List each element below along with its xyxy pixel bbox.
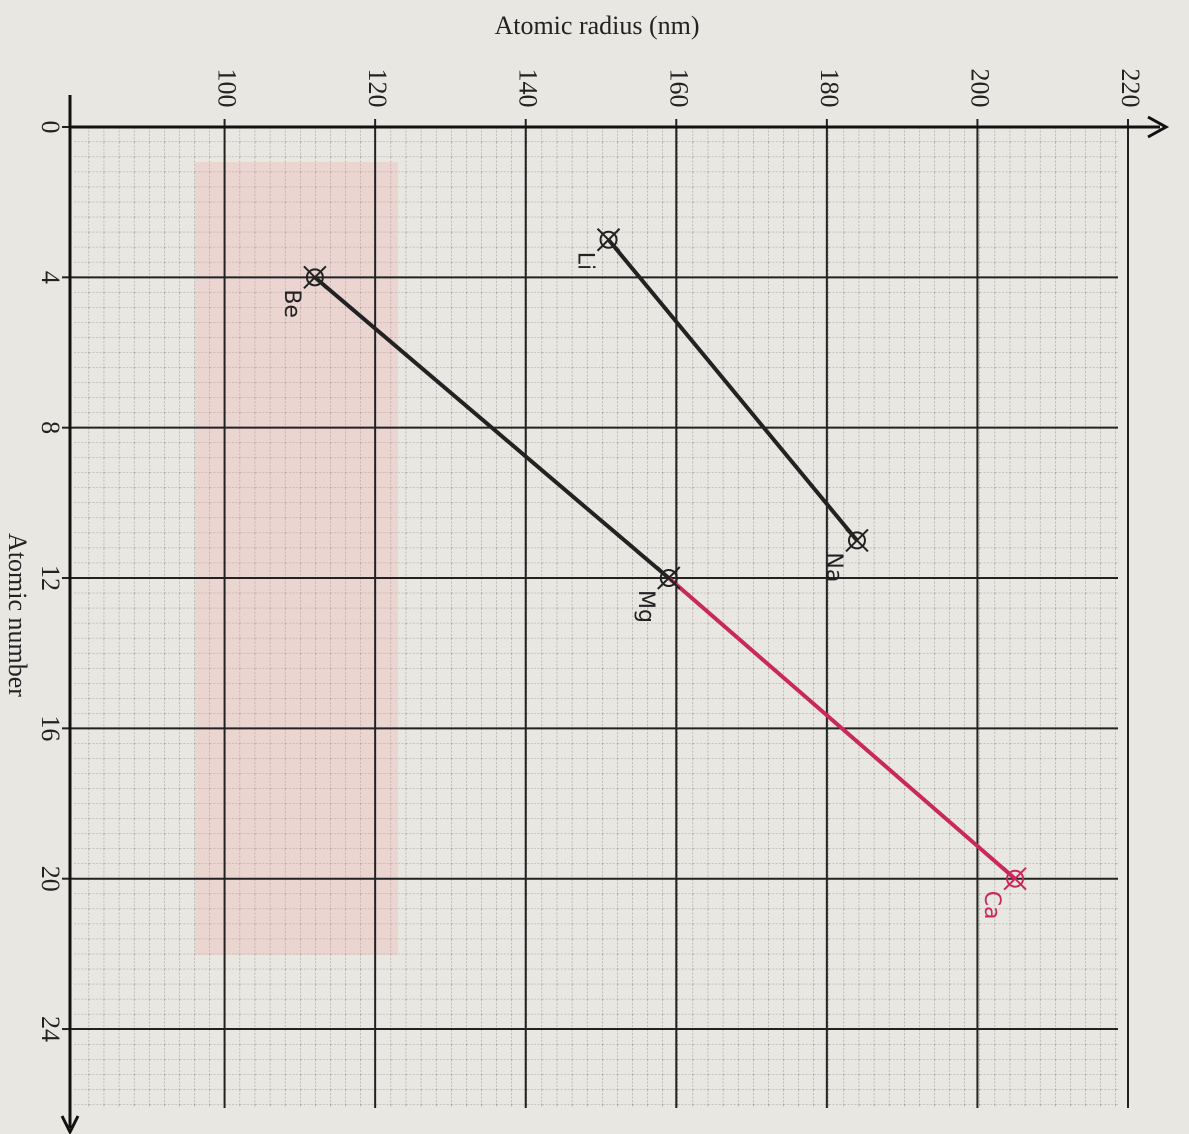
y-tick-label: 140 bbox=[514, 69, 543, 108]
chart: Atomic radius (nm) Atomic number 1001201… bbox=[0, 0, 1189, 1134]
y-tick-label: 220 bbox=[1116, 69, 1145, 108]
point-label: Ca bbox=[979, 891, 1004, 920]
x-tick-label: 20 bbox=[36, 866, 65, 892]
x-tick-label: 8 bbox=[36, 421, 65, 434]
point-label: Mg bbox=[633, 590, 658, 623]
y-tick-label: 100 bbox=[213, 69, 242, 108]
x-tick-label: 4 bbox=[36, 271, 65, 284]
x-tick-label: 0 bbox=[36, 121, 65, 134]
y-tick-label: 200 bbox=[965, 69, 994, 108]
point-label: Li bbox=[573, 252, 598, 270]
y-axis-title: Atomic radius (nm) bbox=[494, 11, 699, 40]
point-label: Na bbox=[821, 552, 846, 582]
x-tick-label: 24 bbox=[36, 1016, 65, 1042]
y-tick-label: 120 bbox=[363, 69, 392, 108]
x-axis-title: Atomic number bbox=[3, 533, 32, 697]
y-tick-label: 180 bbox=[815, 69, 844, 108]
x-tick-label: 12 bbox=[36, 565, 65, 591]
x-tick-label: 16 bbox=[36, 715, 65, 741]
y-tick-label: 160 bbox=[664, 69, 693, 108]
point-label: Be bbox=[279, 289, 304, 318]
